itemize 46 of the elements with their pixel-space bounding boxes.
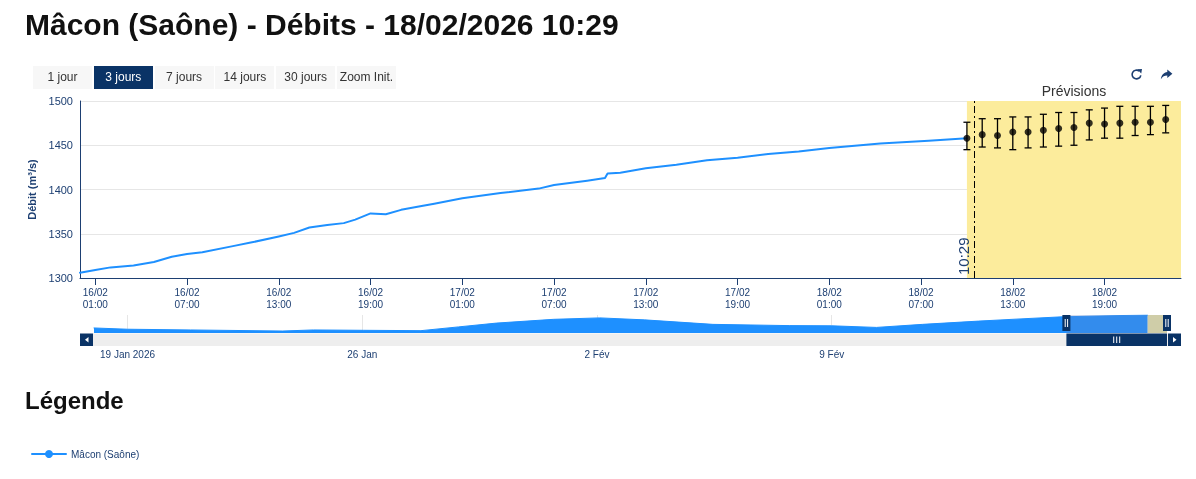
point <box>1101 120 1109 128</box>
point <box>1146 118 1154 126</box>
point <box>963 134 971 142</box>
x-tick-label: 17/02 19:00 <box>725 286 751 310</box>
x-tick-label: 9 Fév <box>819 348 845 360</box>
y-tick-label: 1300 <box>48 272 73 284</box>
point <box>994 132 1001 140</box>
x-tick-label: 17/02 07:00 <box>541 286 567 310</box>
legend-label: Mâcon (Saône) <box>71 448 140 460</box>
x-tick-label: 17/02 01:00 <box>449 286 476 310</box>
y-tick-label: 1400 <box>48 183 73 196</box>
y-tick-label: 1450 <box>48 139 73 152</box>
point <box>1131 118 1139 126</box>
y-tick-label: 1350 <box>48 227 73 240</box>
point <box>1009 128 1017 136</box>
x-tick-label: 16/02 01:00 <box>82 286 109 310</box>
x-tick-label: 17/02 13:00 <box>633 286 659 310</box>
x-tick-label: 18/02 19:00 <box>1092 286 1118 310</box>
x-tick-label: 16/02 13:00 <box>266 286 292 310</box>
range-button: 30 jours <box>276 66 336 89</box>
point <box>1070 124 1078 132</box>
point <box>1039 126 1047 134</box>
x-tick-label: 19 Jan 2026 <box>100 348 156 360</box>
range-button: 1 jour <box>33 66 92 89</box>
x-tick-label: 26 Jan <box>347 348 378 360</box>
point <box>978 131 986 139</box>
x-tick-label: 2 Fév <box>584 348 610 360</box>
ref-line-label: 10:29 <box>955 237 973 275</box>
range-button: Zoom Init. <box>337 66 396 89</box>
legend-title: Légende <box>25 386 124 414</box>
point <box>1116 119 1124 127</box>
x-tick-label: 18/02 13:00 <box>1000 286 1026 310</box>
point <box>1162 116 1170 124</box>
y-tick-label: 1500 <box>48 95 73 107</box>
band-label: Prévisions <box>1041 83 1107 99</box>
x-tick-label: 16/02 07:00 <box>174 286 200 310</box>
range-button: 3 jours <box>93 66 153 89</box>
x-tick-label: 18/02 01:00 <box>816 286 843 310</box>
range-button: 7 jours <box>154 66 214 89</box>
x-tick-label: 16/02 19:00 <box>358 286 384 310</box>
range-button: 14 jours <box>215 66 275 89</box>
point <box>1055 124 1063 132</box>
chart-title: Mâcon (Saône) - Débits - 18/02/2026 10:29 <box>25 7 619 41</box>
point <box>1085 119 1093 127</box>
y-axis-title: Débit (m³/s) <box>26 158 39 220</box>
x-tick-label: 18/02 07:00 <box>908 286 934 310</box>
